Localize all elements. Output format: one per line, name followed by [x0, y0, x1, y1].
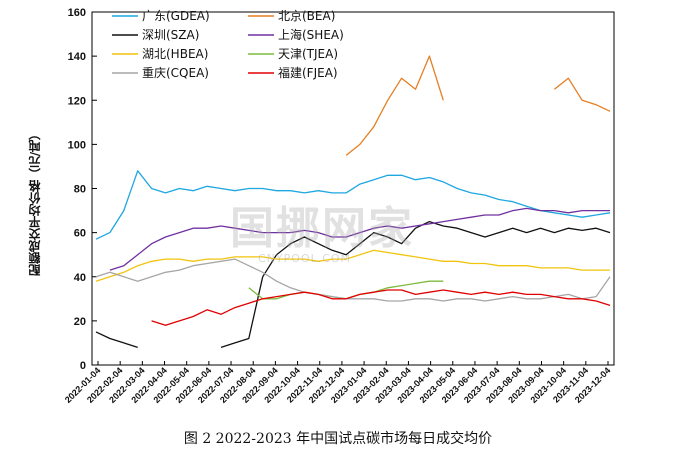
legend-label: 福建(FJEA)	[278, 65, 338, 80]
series-2	[95, 220, 611, 349]
y-tick-label: 140	[68, 51, 86, 63]
y-axis-label: 配额成交平均价格（元/吨）	[28, 127, 42, 277]
series-line	[220, 220, 611, 349]
legend-item: 湖北(HBEA)	[112, 46, 208, 61]
legend-item: 北京(BEA)	[248, 9, 335, 23]
series-line	[95, 170, 611, 240]
legend-label: 重庆(CQEA)	[142, 66, 209, 80]
legend: 广东(GDEA) 北京(BEA) 深圳(SZA) 上海(SHEA) 湖北(HBEA) 天津…	[112, 9, 344, 80]
legend-label: 广东(GDEA)	[142, 9, 210, 23]
legend-item: 上海(SHEA)	[248, 27, 344, 42]
series-7	[151, 289, 611, 326]
series-0	[95, 170, 611, 240]
series-line	[95, 258, 611, 302]
legend-label: 天津(TJEA)	[278, 47, 338, 61]
legend-item: 天津(TJEA)	[248, 47, 338, 61]
series-line	[95, 331, 138, 349]
series-3	[109, 207, 610, 271]
series-layer	[95, 55, 611, 349]
y-tick-label: 80	[74, 184, 86, 196]
legend-item: 广东(GDEA)	[112, 9, 210, 23]
legend-label: 上海(SHEA)	[278, 27, 344, 42]
legend-label: 深圳(SZA)	[142, 28, 199, 42]
y-tick-label: 20	[74, 316, 86, 328]
series-6	[95, 258, 611, 302]
series-line	[109, 207, 610, 271]
series-1	[345, 55, 611, 156]
y-tick-label: 60	[74, 228, 86, 240]
legend-item: 深圳(SZA)	[112, 28, 199, 42]
y-tick-label: 40	[74, 272, 86, 284]
series-line	[553, 77, 611, 112]
y-axis: 0 20 40 60 80 100 120 140 160	[68, 7, 97, 372]
y-tick-label: 100	[68, 139, 86, 151]
y-tick-label: 120	[68, 95, 86, 107]
legend-item: 重庆(CQEA)	[112, 66, 209, 80]
legend-label: 北京(BEA)	[278, 9, 335, 23]
y-tick-label: 160	[68, 7, 86, 19]
series-4	[95, 249, 610, 282]
series-line	[151, 289, 611, 326]
legend-item: 福建(FJEA)	[248, 65, 338, 80]
series-line	[95, 249, 610, 282]
series-line	[345, 55, 444, 156]
legend-label: 湖北(HBEA)	[142, 46, 208, 61]
figure-caption: 图 2 2022-2023 年中国试点碳市场每日成交均价	[183, 431, 493, 447]
y-tick-label: 0	[80, 360, 86, 372]
